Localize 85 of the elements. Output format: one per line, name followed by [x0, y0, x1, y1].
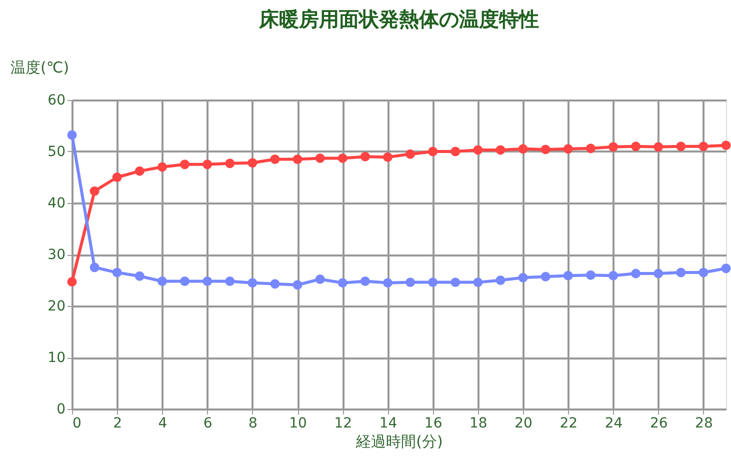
x-tick-label: 20 [514, 416, 532, 432]
point [360, 152, 370, 162]
x-tick-label: 22 [560, 416, 578, 432]
x-tick-label: 2 [113, 416, 122, 432]
x-tick-label: 6 [203, 416, 212, 432]
point [180, 160, 190, 170]
point [67, 130, 77, 140]
point [496, 276, 506, 285]
point [406, 149, 416, 159]
point [134, 166, 144, 176]
x-tick-label: 10 [289, 416, 307, 432]
point [338, 153, 348, 163]
point [292, 280, 302, 290]
point [428, 146, 438, 156]
point [586, 144, 596, 154]
point [518, 272, 528, 282]
point [134, 271, 144, 281]
point [157, 162, 167, 172]
point [654, 268, 664, 278]
point [315, 274, 325, 284]
point [202, 160, 212, 170]
point [338, 278, 348, 288]
x-tick-label: 28 [695, 416, 713, 432]
point [248, 158, 258, 168]
point [721, 140, 731, 150]
point [654, 142, 664, 152]
point [112, 172, 122, 182]
point [112, 268, 122, 278]
point [157, 276, 167, 286]
x-tick-label: 0 [72, 416, 82, 432]
point [676, 268, 686, 278]
point [698, 142, 708, 152]
point [67, 277, 77, 287]
point [360, 276, 370, 286]
point [631, 268, 641, 278]
point [540, 144, 550, 154]
y-tick-label: 30 [48, 247, 66, 263]
y-tick-label: 10 [48, 350, 66, 366]
x-tick-label: 18 [470, 416, 488, 432]
point [698, 268, 708, 278]
x-axis-title: 経過時間(分) [355, 432, 443, 450]
point [270, 279, 280, 289]
point [496, 145, 506, 155]
point [676, 142, 686, 152]
x-tick-label: 12 [334, 416, 352, 432]
x-tick-label: 8 [248, 416, 258, 432]
point [450, 146, 460, 156]
point [473, 278, 483, 288]
point [90, 262, 100, 272]
point [270, 154, 280, 164]
x-tick-label: 26 [650, 416, 668, 432]
point [721, 264, 731, 274]
x-tick-label: 16 [424, 416, 442, 432]
point [608, 270, 618, 280]
x-tick-label: 4 [158, 416, 168, 432]
y-tick-label: 0 [56, 402, 66, 418]
y-axis-title: 温度(℃) [10, 58, 70, 76]
point [90, 186, 100, 196]
y-tick-label: 50 [48, 144, 66, 160]
point [180, 276, 190, 286]
point [450, 278, 460, 288]
point [586, 270, 596, 280]
point [248, 278, 258, 288]
point [428, 278, 438, 288]
point [202, 276, 212, 286]
point [563, 144, 573, 154]
point [406, 278, 416, 288]
point [518, 144, 528, 154]
point [608, 142, 618, 152]
x-tick-label: 24 [604, 416, 623, 432]
y-tick-label: 40 [48, 196, 66, 212]
chart-title: 床暖房用面状発熱体の温度特性 [258, 7, 539, 31]
point [631, 142, 641, 152]
y-tick-label: 20 [48, 298, 66, 314]
point [382, 278, 392, 288]
point [382, 152, 392, 162]
x-tick-label: 14 [379, 416, 398, 432]
point [225, 158, 235, 168]
y-tick-label: 60 [48, 92, 66, 108]
point [563, 270, 573, 280]
point [473, 145, 483, 155]
point [225, 276, 235, 286]
point [540, 272, 550, 282]
point [315, 153, 325, 163]
point [292, 154, 302, 164]
